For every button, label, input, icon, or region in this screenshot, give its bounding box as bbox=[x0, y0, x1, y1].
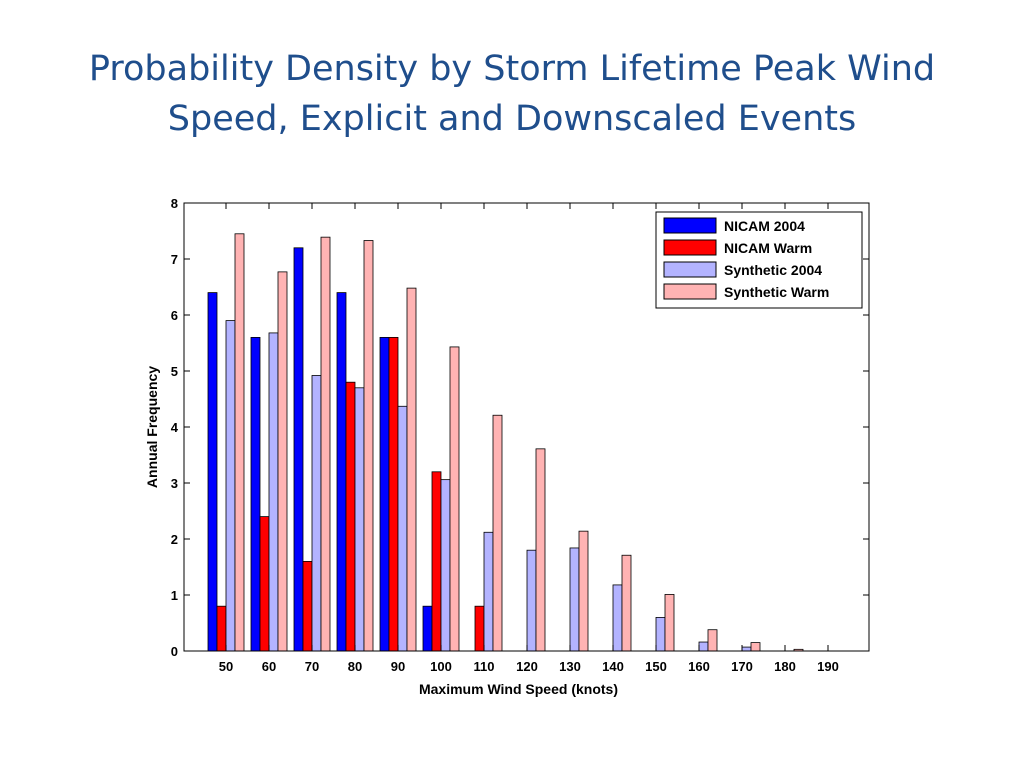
x-tick-label: 190 bbox=[817, 659, 839, 674]
legend-label-synthetic-warm: Synthetic Warm bbox=[724, 284, 829, 300]
bar-synthetic-2004-60 bbox=[268, 332, 279, 652]
bar-nicam-warm-80 bbox=[345, 381, 356, 652]
bar-synthetic-2004-120 bbox=[526, 549, 537, 652]
bar-synthetic-warm-100 bbox=[449, 346, 460, 652]
legend: NICAM 2004 NICAM Warm Synthetic 2004 Synthe… bbox=[655, 211, 863, 309]
bar-nicam-2004-90 bbox=[379, 336, 390, 652]
slide-title: Probability Density by Storm Lifetime Pe… bbox=[40, 44, 984, 144]
legend-swatch-synthetic-2004 bbox=[663, 261, 717, 278]
x-tick-label: 50 bbox=[219, 659, 233, 674]
bar-nicam-2004-80 bbox=[336, 292, 347, 652]
x-axis: 50 60 70 80 90 100 110 120 130 140 150 160 170 180 190 bbox=[219, 203, 839, 674]
bar-synthetic-warm-160 bbox=[707, 629, 718, 652]
bar-synthetic-2004-70 bbox=[311, 375, 322, 652]
x-tick-label: 170 bbox=[731, 659, 753, 674]
x-tick-label: 160 bbox=[688, 659, 710, 674]
slide-title-line-1: Probability Density by Storm Lifetime Pe… bbox=[88, 49, 936, 89]
bar-nicam-warm-100 bbox=[431, 471, 442, 652]
x-tick-label: 150 bbox=[645, 659, 667, 674]
y-tick-label: 0 bbox=[171, 644, 178, 659]
x-tick-label: 100 bbox=[430, 659, 452, 674]
y-tick-label: 2 bbox=[171, 532, 178, 547]
bar-synthetic-warm-50 bbox=[234, 233, 245, 652]
x-tick-label: 110 bbox=[474, 659, 495, 674]
bar-synthetic-warm-150 bbox=[664, 594, 675, 652]
x-tick-label: 140 bbox=[602, 659, 624, 674]
bar-nicam-warm-90 bbox=[388, 336, 399, 652]
bar-nicam-warm-50 bbox=[216, 605, 227, 652]
x-tick-label: 120 bbox=[516, 659, 538, 674]
y-tick-label: 1 bbox=[171, 588, 178, 603]
legend-swatch-nicam-warm bbox=[663, 239, 717, 256]
legend-swatch-synthetic-warm bbox=[663, 283, 717, 300]
y-axis-label: Annual Frequency bbox=[144, 366, 160, 488]
y-tick-label: 3 bbox=[171, 476, 178, 491]
bar-nicam-2004-60 bbox=[250, 336, 261, 652]
bar-synthetic-warm-120 bbox=[535, 448, 546, 652]
bar-nicam-2004-50 bbox=[207, 292, 218, 652]
y-tick-label: 5 bbox=[171, 364, 178, 379]
x-tick-label: 80 bbox=[348, 659, 362, 674]
y-axis: 0 1 2 3 4 5 6 7 8 bbox=[171, 196, 869, 659]
legend-label-nicam-2004: NICAM 2004 bbox=[724, 218, 805, 234]
bar-synthetic-warm-140 bbox=[621, 554, 632, 652]
x-tick-label: 130 bbox=[559, 659, 581, 674]
bar-synthetic-2004-80 bbox=[354, 387, 365, 652]
bar-synthetic-2004-130 bbox=[569, 547, 580, 652]
y-tick-label: 7 bbox=[171, 252, 178, 267]
bar-nicam-warm-60 bbox=[259, 516, 270, 652]
bar-synthetic-2004-140 bbox=[612, 584, 623, 652]
x-tick-label: 180 bbox=[774, 659, 796, 674]
slide-title-line-2: Speed, Explicit and Downscaled Events bbox=[167, 99, 857, 139]
bar-synthetic-2004-150 bbox=[655, 617, 666, 652]
x-tick-label: 60 bbox=[262, 659, 276, 674]
bar-synthetic-2004-160 bbox=[698, 641, 709, 652]
bar-synthetic-warm-70 bbox=[320, 236, 331, 652]
x-tick-label: 70 bbox=[305, 659, 319, 674]
x-axis-label: Maximum Wind Speed (knots) bbox=[419, 681, 618, 697]
y-tick-label: 6 bbox=[171, 308, 178, 323]
y-tick-label: 8 bbox=[171, 196, 178, 211]
bar-synthetic-warm-170 bbox=[750, 642, 761, 652]
bar-synthetic-2004-110 bbox=[483, 531, 494, 652]
bar-synthetic-warm-130 bbox=[578, 530, 589, 652]
bar-nicam-warm-70 bbox=[302, 561, 313, 652]
bar-nicam-2004-100 bbox=[422, 605, 433, 652]
bar-synthetic-2004-90 bbox=[397, 405, 408, 652]
bar-synthetic-warm-80 bbox=[363, 240, 374, 652]
legend-label-nicam-warm: NICAM Warm bbox=[724, 240, 812, 256]
bar-synthetic-warm-60 bbox=[277, 271, 288, 652]
x-tick-label: 90 bbox=[391, 659, 405, 674]
bar-synthetic-warm-110 bbox=[492, 414, 503, 652]
bar-synthetic-2004-100 bbox=[440, 479, 451, 652]
legend-swatch-nicam-2004 bbox=[663, 217, 717, 234]
y-tick-label: 4 bbox=[171, 420, 179, 435]
bar-synthetic-2004-170 bbox=[741, 646, 752, 652]
bar-nicam-warm-110 bbox=[474, 605, 485, 652]
bar-nicam-2004-70 bbox=[293, 247, 304, 652]
legend-label-synthetic-2004: Synthetic 2004 bbox=[724, 262, 822, 278]
bar-synthetic-2004-50 bbox=[225, 320, 236, 652]
bar-synthetic-warm-90 bbox=[406, 287, 417, 652]
